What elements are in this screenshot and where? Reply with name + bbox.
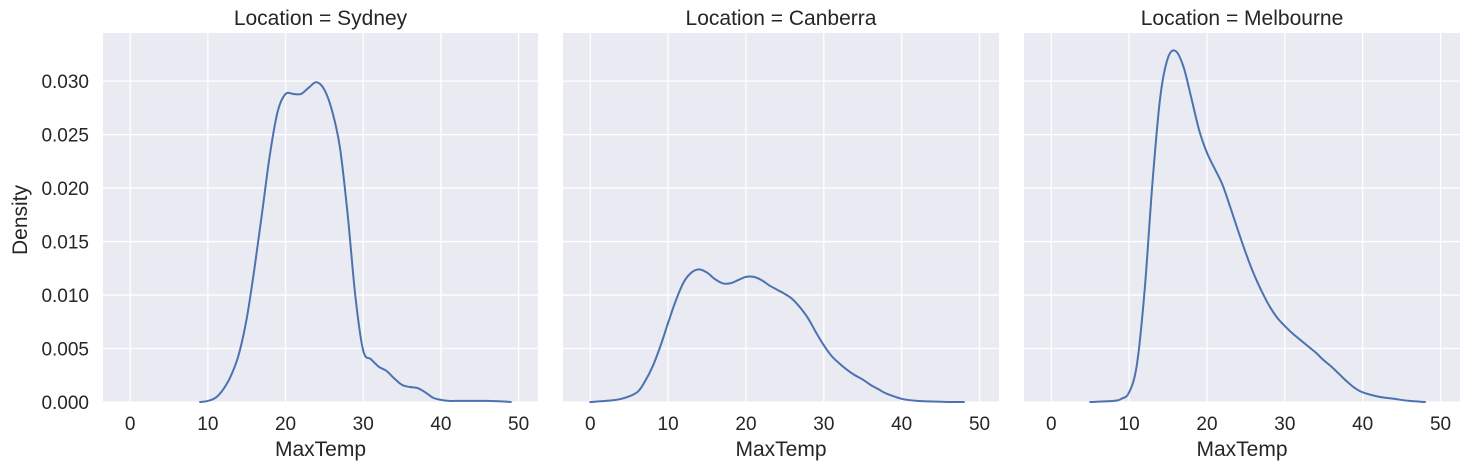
y-tick-label: 0.015 [41, 233, 89, 254]
x-axis-label: MaxTemp [1196, 438, 1287, 461]
x-axis-label: MaxTemp [735, 438, 826, 461]
x-axis-label: MaxTemp [275, 438, 366, 461]
x-tick-label: 10 [1119, 414, 1140, 435]
plot-background [103, 33, 538, 402]
x-tick-label: 20 [735, 414, 756, 435]
x-tick-label: 50 [969, 414, 990, 435]
x-tick-label: 0 [585, 414, 596, 435]
x-tick-label: 40 [1352, 414, 1373, 435]
x-tick-label: 0 [1046, 414, 1057, 435]
y-tick-label: 0.010 [41, 286, 89, 307]
facet-panel: Location = Sydney 0 10 20 30 40 50 MaxTemp [103, 7, 538, 461]
kde-line [1089, 49, 1426, 403]
x-tick-label: 50 [508, 414, 529, 435]
y-tick-label: 0.020 [41, 179, 89, 200]
y-axis-label: Density [9, 184, 32, 255]
kde-line [199, 81, 512, 403]
kde-line [589, 268, 965, 404]
facet-panel: Location = Canberra 0 10 20 30 40 50 MaxTemp [563, 7, 999, 461]
x-tick-label: 30 [353, 414, 374, 435]
x-tick-label: 40 [891, 414, 912, 435]
x-tick-label: 10 [658, 414, 679, 435]
x-tick-label: 30 [1274, 414, 1295, 435]
x-tick-label: 30 [813, 414, 834, 435]
plot-background [563, 33, 999, 402]
facet-panel: Location = Melbourne 0 10 20 30 40 50 MaxTemp [1024, 7, 1460, 461]
plot-background [1024, 33, 1460, 402]
x-tick-label: 40 [430, 414, 451, 435]
y-tick-label: 0.030 [41, 72, 89, 93]
panel-title: Location = Melbourne [1141, 7, 1344, 30]
x-tick-label: 50 [1430, 414, 1451, 435]
x-tick-label: 0 [125, 414, 136, 435]
panel-title: Location = Canberra [686, 7, 877, 30]
y-axis: 0.000 0.005 0.010 0.015 0.020 0.025 0.030 [41, 72, 89, 414]
panel-title: Location = Sydney [234, 7, 408, 30]
x-tick-label: 20 [275, 414, 296, 435]
x-tick-label: 20 [1196, 414, 1217, 435]
y-tick-label: 0.005 [41, 340, 89, 361]
y-tick-label: 0.000 [41, 393, 89, 414]
x-tick-label: 10 [197, 414, 218, 435]
y-tick-label: 0.025 [41, 126, 89, 147]
